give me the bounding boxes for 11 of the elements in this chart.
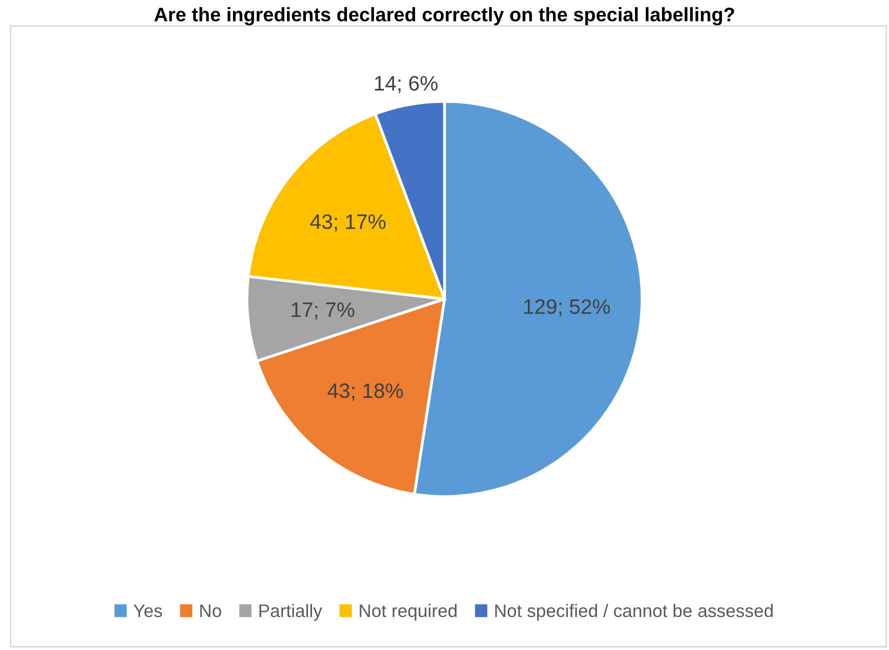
data-label: 14; 6% (375, 76, 438, 94)
data-label: 17; 7% (292, 302, 354, 320)
legend-label: Yes (134, 604, 162, 618)
legend-label: No (200, 604, 222, 618)
chart-title: Are the ingredients declared correctly on the special labelling? (154, 7, 734, 26)
legend-label: Partially (259, 604, 322, 621)
data-label: 43; 17% (310, 214, 386, 232)
data-label: 43; 18% (328, 383, 403, 401)
legend-label: Not required (360, 604, 457, 621)
legend-label: Not specified / cannot be assessed (495, 604, 773, 621)
data-label: 129; 52% (524, 299, 610, 316)
